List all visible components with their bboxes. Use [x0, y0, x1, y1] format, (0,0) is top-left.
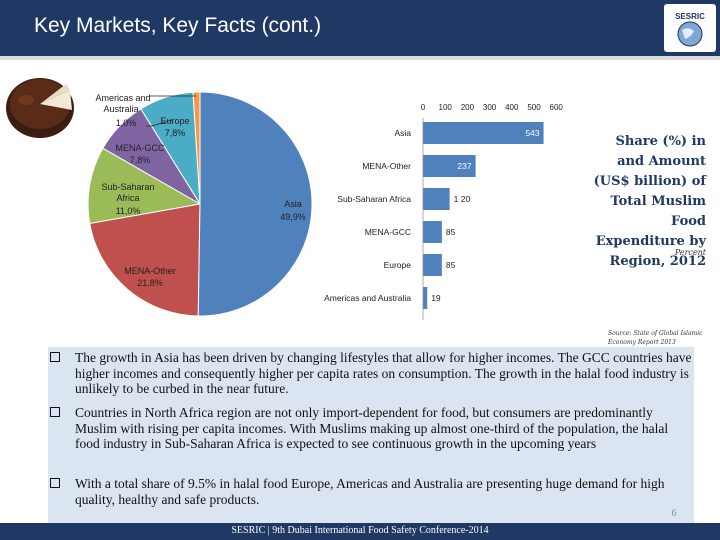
chart-description: Share (%) in and Amount (US$ billion) of…	[593, 134, 706, 269]
bullet-item-europe: With a total share of 9.5% in halal food…	[50, 476, 695, 507]
category-label: Americas and Australia	[324, 293, 411, 303]
value-label: 85	[446, 260, 456, 270]
category-label: MENA-Other	[362, 161, 411, 171]
category-label: Europe	[384, 260, 412, 270]
chart-unit: Percent	[674, 248, 706, 257]
pie-label-ssa-line1: Sub-Saharan	[101, 182, 154, 192]
source-note: Source: State of Global Islamic Economy …	[608, 330, 703, 346]
bullet-text: The growth in Asia has been driven by ch…	[75, 350, 692, 397]
pie-slice-mena-other	[89, 203, 201, 317]
x-tick-label: 100	[439, 103, 453, 112]
value-label: 85	[446, 227, 456, 237]
category-label: Asia	[394, 128, 411, 138]
chocolate-cake-image	[6, 78, 74, 138]
pie-label-europe-pct: 7,8%	[165, 128, 186, 138]
pie-label-europe: Europe	[160, 116, 189, 126]
x-tick-label: 400	[505, 103, 519, 112]
bar-asia	[423, 122, 544, 144]
pie-label-mena-gcc: MENA-GCC	[116, 143, 165, 153]
category-label: Sub-Saharan Africa	[337, 194, 411, 204]
page-number: 6	[671, 508, 677, 519]
bullet-text: Countries in North Africa region are not…	[75, 405, 669, 452]
pie-label-asia-pct: 49,9%	[280, 212, 306, 222]
pie-label-mena-other: MENA-Other	[124, 266, 176, 276]
bullet-item-africa: Countries in North Africa region are not…	[50, 405, 695, 452]
checkbox-bullet-icon	[50, 478, 60, 488]
pie-label-mena-gcc-pct: 7,8%	[130, 155, 151, 165]
bullet-item-asia: The growth in Asia has been driven by ch…	[50, 350, 695, 397]
pie-label-ssa-pct: 11,0%	[116, 206, 141, 216]
pie-label-ssa-line2: Africa	[116, 193, 139, 203]
slide-title: Key Markets, Key Facts (cont.)	[34, 14, 322, 37]
pie-label-asia: Asia	[284, 199, 302, 209]
bar-mena-other	[423, 155, 476, 177]
value-label: 237	[457, 161, 471, 171]
pie-label-americas-line2: Australia	[103, 104, 138, 114]
footer-bar: SESRIC | 9th Dubai International Food Sa…	[0, 523, 720, 540]
value-label: 1 20	[454, 194, 471, 204]
leader-line	[146, 119, 173, 127]
logo-text: SESRIC	[675, 12, 705, 21]
x-tick-label: 500	[527, 103, 541, 112]
bar-sub-saharan-africa	[423, 188, 450, 210]
value-label: 19	[431, 293, 441, 303]
globe-icon	[677, 21, 703, 47]
header-strip	[0, 56, 720, 60]
bullet-text-box: The growth in Asia has been driven by ch…	[48, 347, 694, 523]
pie-slice-sub-saharan-africa	[87, 147, 202, 225]
bullet-text: With a total share of 9.5% in halal food…	[75, 476, 665, 507]
pie-slice-asia	[197, 91, 313, 317]
bar-americas-and-australia	[423, 287, 428, 309]
bar-europe	[423, 254, 442, 276]
x-tick-label: 300	[483, 103, 497, 112]
pie-label-americas-pct: 1,0%	[116, 118, 137, 128]
footer-text: SESRIC | 9th Dubai International Food Sa…	[231, 525, 489, 536]
checkbox-bullet-icon	[50, 352, 60, 362]
value-label: 543	[525, 128, 539, 138]
x-tick-label: 200	[461, 103, 475, 112]
category-label: MENA-GCC	[365, 227, 411, 237]
sesric-logo: SESRIC	[664, 4, 716, 52]
x-tick-label: 600	[550, 103, 564, 112]
x-tick-label: 0	[421, 103, 426, 112]
pie-label-mena-other-pct: 21,8%	[137, 278, 163, 288]
title-bar: Key Markets, Key Facts (cont.) SESRIC	[0, 0, 720, 56]
pie-labels: Americas and Australia 1,0% Europe 7,8% …	[95, 93, 305, 288]
pie-label-americas-line1: Americas and	[95, 93, 150, 103]
checkbox-bullet-icon	[50, 407, 60, 417]
bar-mena-gcc	[423, 221, 442, 243]
